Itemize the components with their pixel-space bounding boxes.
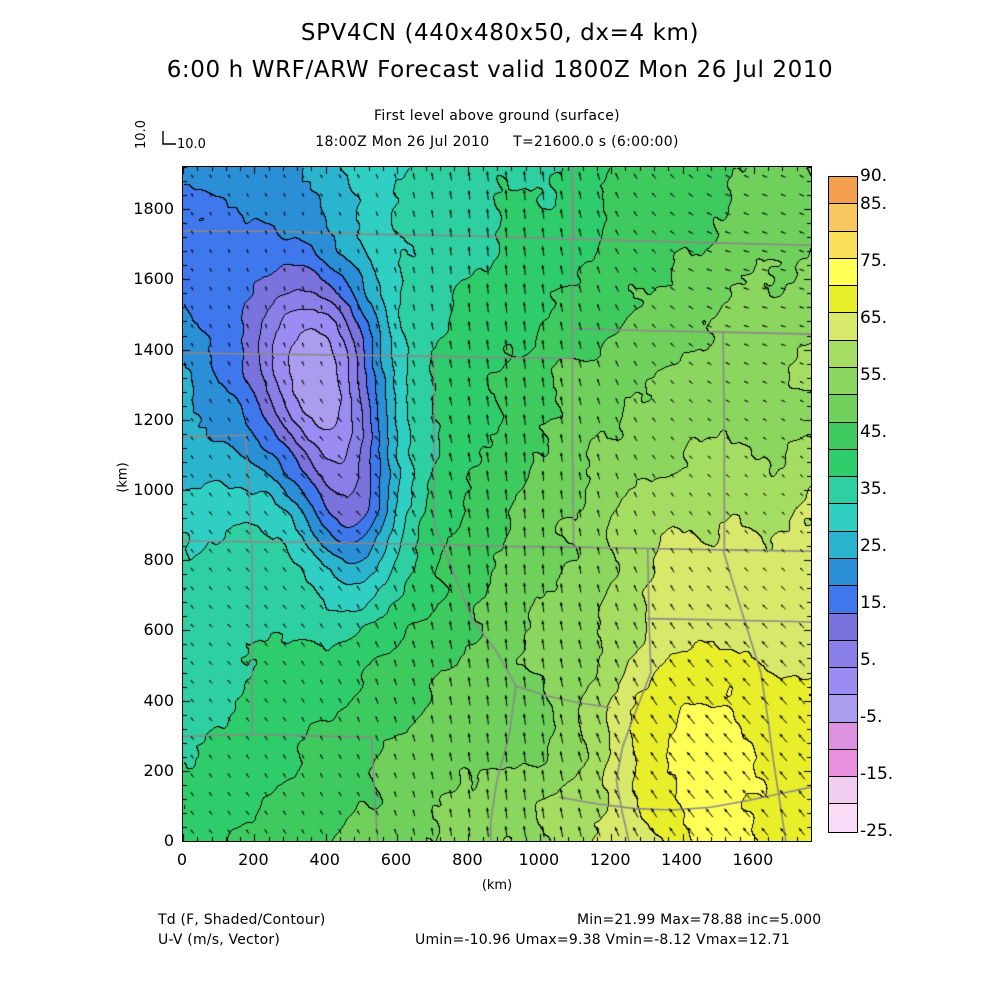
colorbar-tick-label: -25. <box>860 821 894 841</box>
colorbar-band <box>829 586 857 614</box>
y-axis-tick-label: 1400 <box>133 339 174 359</box>
footer-stats-scalar: Min=21.99 Max=78.88 inc=5.000 <box>577 912 822 928</box>
colorbar-band <box>829 286 857 314</box>
colorbar-band <box>829 613 857 641</box>
vector-key-arrow-icon <box>162 131 176 145</box>
x-axis-tick-label: 1200 <box>589 850 631 869</box>
colorbar-band <box>829 749 857 778</box>
x-axis-tick-label: 1000 <box>518 850 560 869</box>
colorbar-band <box>829 804 857 832</box>
x-axis-tick-label: 0 <box>176 850 188 869</box>
colorbar-tick-label: -5. <box>860 707 883 728</box>
vector-key-u-label: 10.0 <box>177 137 206 152</box>
colorbar-band <box>829 258 857 287</box>
colorbar-band <box>829 204 857 232</box>
colorbar-tick-label: 65. <box>860 308 888 329</box>
colorbar-tick-label: 35. <box>860 479 888 500</box>
dewpoint-field-canvas <box>183 167 811 841</box>
colorbar-band <box>829 177 857 205</box>
colorbar-tick-label: 15. <box>860 593 888 614</box>
colorbar-band <box>829 422 857 450</box>
colorbar-band <box>829 640 857 669</box>
colorbar-band <box>829 777 857 805</box>
colorbar-band <box>829 504 857 532</box>
colorbar-band <box>829 449 857 478</box>
x-axis-label: (km) <box>481 878 513 893</box>
x-axis-tick-label: 1600 <box>732 850 774 869</box>
y-axis-label: (km) <box>115 462 131 493</box>
colorbar-tick-label: 55. <box>860 365 888 386</box>
x-axis-tick-label: 600 <box>380 850 412 869</box>
x-axis-tick-label: 1400 <box>661 850 702 869</box>
colorbar-tick-label: 75. <box>860 251 888 272</box>
colorbar-band <box>829 395 857 423</box>
x-axis-tick-label: 200 <box>238 850 269 869</box>
colorbar-band <box>829 558 857 587</box>
footer-field-vector: U-V (m/s, Vector) <box>158 932 280 948</box>
colorbar-band <box>829 668 857 696</box>
y-axis-tick-label: 1600 <box>133 269 174 289</box>
y-axis-tick-label: 1800 <box>133 199 174 219</box>
y-axis-ticks: 0 200 400 600 800 1000 1200 1400 1600 1800 <box>110 166 174 850</box>
colorbar-tick-label: 5. <box>860 650 877 671</box>
colorbar-tick-labels: 90. 85. 75. 65. 55. 45. 35. 25. 15. 5. -5. -15. -25. <box>860 166 930 841</box>
colorbar-band <box>829 367 857 396</box>
colorbar-tick-label: 85. <box>860 194 888 215</box>
figure-title-primary: SPV4CN (440x480x50, dx=4 km) <box>300 20 700 46</box>
vector-scale-key: 10.0 10.0 <box>134 113 229 155</box>
footer-field-shaded: Td (F, Shaded/Contour) <box>158 912 326 928</box>
y-axis-tick-label: 800 <box>143 550 174 570</box>
colorbar <box>828 176 858 833</box>
colorbar-band <box>829 531 857 559</box>
colorbar-band <box>829 313 857 341</box>
y-axis-tick-label: 600 <box>143 620 174 640</box>
colorbar-tick-label: 25. <box>860 536 888 557</box>
x-axis-tick-label: 400 <box>309 850 340 869</box>
y-axis-tick-label: 0 <box>163 831 174 850</box>
colorbar-tick-label: -15. <box>860 764 894 785</box>
x-axis-tick-label: 800 <box>452 850 483 869</box>
figure-title-secondary: 6:00 h WRF/ARW Forecast valid 1800Z Mon … <box>166 57 834 83</box>
colorbar-band <box>829 340 857 368</box>
figure-valid-time: 18:00Z Mon 26 Jul 2010 T=21600.0 s (6:00… <box>315 134 679 150</box>
figure-level-subtitle: First level above ground (surface) <box>374 108 620 124</box>
footer-stats-vector: Umin=-10.96 Umax=9.38 Vmin=-8.12 Vmax=12… <box>415 932 790 948</box>
colorbar-band <box>829 695 857 723</box>
y-axis-tick-label: 400 <box>143 690 174 710</box>
colorbar-tick-label: 45. <box>860 422 888 443</box>
x-axis-ticks: 0 200 400 600 800 1000 1200 1400 1600 <box>177 850 812 874</box>
colorbar-band <box>829 477 857 505</box>
colorbar-tick-label: 90. <box>860 166 888 186</box>
colorbar-band <box>829 231 857 259</box>
plot-area <box>182 166 812 842</box>
vector-key-v-label: 10.0 <box>133 120 149 149</box>
y-axis-tick-label: 200 <box>143 760 174 780</box>
colorbar-band <box>829 722 857 750</box>
y-axis-tick-label: 1200 <box>133 409 174 429</box>
y-axis-tick-label: 1000 <box>133 479 174 499</box>
